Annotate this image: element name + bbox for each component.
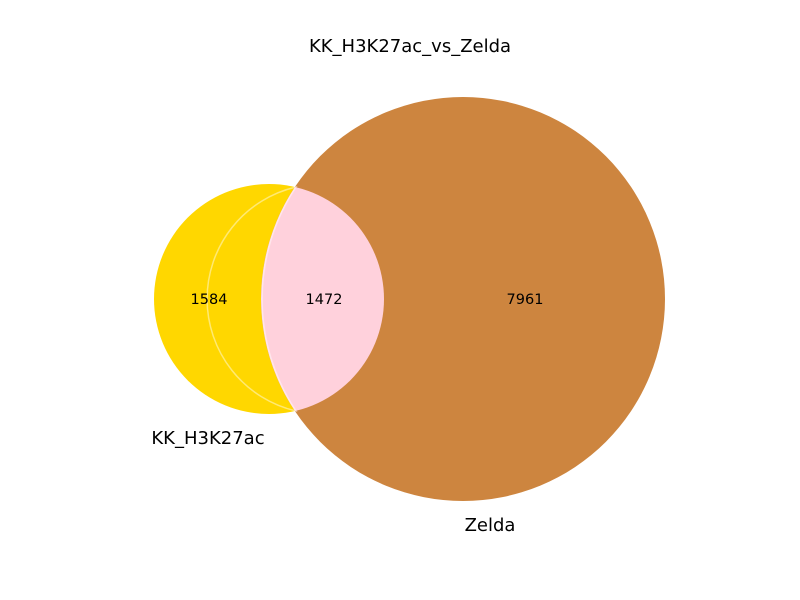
count-kk-h3k27ac-only: 1584 — [191, 292, 228, 308]
set-label-kk-h3k27ac: KK_H3K27ac — [151, 428, 264, 449]
chart-title: KK_H3K27ac_vs_Zelda — [309, 36, 511, 57]
count-intersection: 1472 — [306, 292, 343, 308]
intersection-outline — [206, 185, 298, 413]
set-circle-zelda — [261, 97, 665, 501]
set-label-zelda: Zelda — [465, 515, 516, 536]
count-zelda-only: 7961 — [507, 292, 544, 308]
